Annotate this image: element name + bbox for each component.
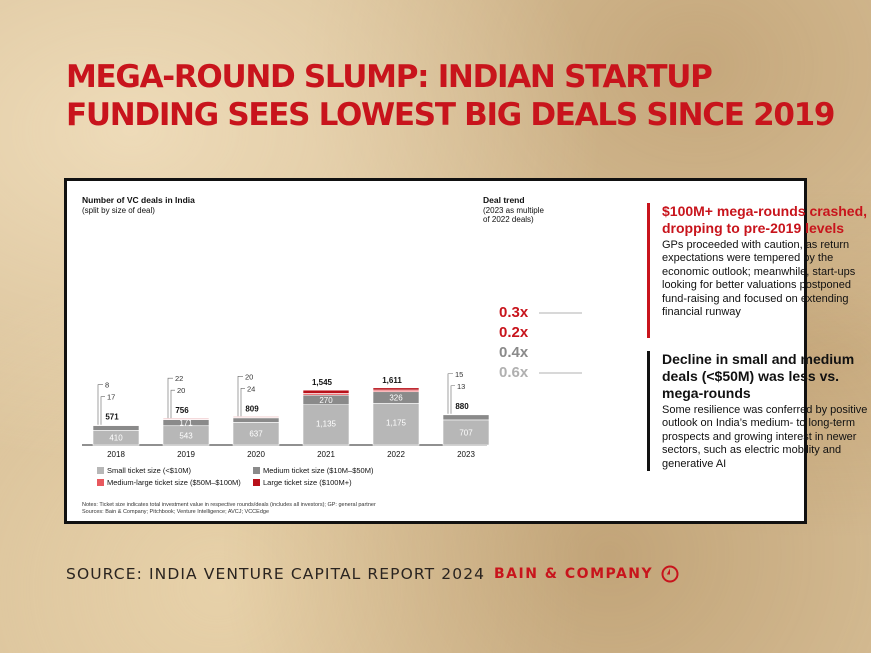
leader-line-2019-a bbox=[167, 377, 173, 419]
title-line-1: MEGA-ROUND SLUMP: INDIAN STARTUP bbox=[66, 59, 713, 95]
page-title: MEGA-ROUND SLUMP: INDIAN STARTUP FUNDING… bbox=[66, 58, 835, 134]
leader-label-6: 15 bbox=[455, 370, 463, 379]
brand-name: BAIN & COMPANY bbox=[494, 566, 654, 582]
small-medium-heading: Decline in small and medium deals (<$50M… bbox=[662, 351, 855, 401]
bar-label-2021-seg-0: 1,135 bbox=[316, 420, 337, 429]
bar-label-2020-seg-0: 637 bbox=[249, 430, 263, 439]
x-tick-2020: 2020 bbox=[247, 450, 265, 459]
leader-line-2018-a bbox=[97, 384, 103, 425]
deal-trend-multiple-0: 0.3x bbox=[499, 304, 529, 321]
deal-trend-multiple-3: 0.6x bbox=[499, 364, 529, 381]
chart-title: Number of VC deals in India bbox=[82, 195, 195, 205]
total-label-2022: 1,611 bbox=[382, 376, 402, 385]
x-tick-2018: 2018 bbox=[107, 450, 125, 459]
leader-label-5: 24 bbox=[247, 384, 255, 393]
total-label-2023: 880 bbox=[455, 402, 469, 411]
mega-rounds-heading: $100M+ mega-rounds crashed, dropping to … bbox=[662, 203, 868, 236]
leader-label-3: 20 bbox=[177, 386, 185, 395]
leader-line-2020-b bbox=[240, 387, 245, 417]
legend-label-0: Small ticket size (<$10M) bbox=[107, 466, 191, 475]
leader-label-2: 22 bbox=[175, 374, 183, 383]
leader-label-0: 8 bbox=[105, 381, 109, 390]
small-medium-callout: Decline in small and medium deals (<$50M… bbox=[647, 351, 871, 471]
deal-trend-multiple-2: 0.4x bbox=[499, 344, 529, 361]
total-label-2019: 756 bbox=[175, 406, 189, 415]
vc-deals-chart: Number of VC deals in India(split by siz… bbox=[82, 195, 582, 515]
total-label-2021: 1,545 bbox=[312, 378, 333, 387]
legend-swatch-3 bbox=[253, 479, 260, 486]
x-tick-2019: 2019 bbox=[177, 450, 195, 459]
leader-line-2019-b bbox=[170, 389, 175, 419]
bar-label-2021-seg-1: 270 bbox=[319, 396, 333, 405]
bar-label-2023-seg-0: 707 bbox=[459, 428, 473, 437]
legend-swatch-1 bbox=[253, 467, 260, 474]
leader-line-2018-b bbox=[100, 396, 105, 425]
bar-label-2019-seg-1: 171 bbox=[179, 419, 193, 428]
x-tick-2022: 2022 bbox=[387, 450, 405, 459]
chart-subtitle: (split by size of deal) bbox=[82, 206, 155, 215]
chart-panel: Number of VC deals in India (split by siz… bbox=[64, 178, 867, 524]
total-label-2020: 809 bbox=[245, 404, 259, 413]
legend-swatch-0 bbox=[97, 467, 104, 474]
bar-2018-seg-1 bbox=[92, 425, 140, 431]
deal-trend-sub-1: (2023 as multiple bbox=[483, 206, 544, 215]
leader-label-1: 17 bbox=[107, 393, 115, 402]
chart-sources: Sources: Bain & Company; Pitchbook; Vent… bbox=[82, 509, 269, 515]
mega-rounds-body: GPs proceeded with caution, as return ex… bbox=[662, 239, 856, 319]
x-tick-2021: 2021 bbox=[317, 450, 335, 459]
brand-circle-icon bbox=[661, 565, 679, 583]
leader-label-4: 20 bbox=[245, 372, 253, 381]
legend-swatch-2 bbox=[97, 479, 104, 486]
bar-label-2022-seg-1: 326 bbox=[389, 394, 403, 403]
bar-2020-seg-1 bbox=[232, 417, 280, 423]
mega-rounds-callout: $100M+ mega-rounds crashed, dropping to … bbox=[647, 203, 871, 338]
deal-trend-sub-2: of 2022 deals) bbox=[483, 215, 534, 224]
bar-2023-seg-3 bbox=[442, 413, 490, 415]
leader-line-2023-a bbox=[447, 373, 453, 414]
bar-2023-seg-1 bbox=[442, 414, 490, 421]
legend-label-3: Large ticket size ($100M+) bbox=[263, 478, 352, 487]
leader-line-2023-b bbox=[450, 385, 455, 414]
leader-label-7: 13 bbox=[457, 382, 465, 391]
bar-label-2018-seg-0: 410 bbox=[109, 434, 123, 443]
legend-label-1: Medium ticket size ($10M–$50M) bbox=[263, 466, 374, 475]
source-caption: SOURCE: INDIA VENTURE CAPITAL REPORT 202… bbox=[66, 565, 486, 583]
title-line-2: FUNDING SEES LOWEST BIG DEALS SINCE 2019 bbox=[66, 97, 835, 133]
legend-label-2: Medium-large ticket size ($50M–$100M) bbox=[107, 478, 241, 487]
bar-2022-seg-0 bbox=[372, 402, 420, 446]
bar-label-2019-seg-0: 543 bbox=[179, 431, 193, 440]
x-tick-2023: 2023 bbox=[457, 450, 475, 459]
bar-2020-seg-3 bbox=[232, 415, 280, 418]
deal-trend-title: Deal trend bbox=[483, 195, 525, 205]
bar-2021-seg-3 bbox=[302, 389, 350, 394]
bar-2021-seg-0 bbox=[302, 404, 350, 446]
bar-2022-seg-3 bbox=[372, 387, 420, 391]
total-label-2018: 571 bbox=[105, 413, 119, 422]
bar-label-2022-seg-0: 1,175 bbox=[386, 418, 407, 427]
deal-trend-multiple-1: 0.2x bbox=[499, 324, 529, 341]
chart-notes: Notes: Ticket size indicates total inves… bbox=[82, 502, 376, 508]
brand-logo: BAIN & COMPANY bbox=[494, 565, 679, 583]
leader-line-2020-a bbox=[237, 375, 243, 417]
bar-2019-seg-3 bbox=[162, 417, 210, 420]
bar-2023-seg-0 bbox=[442, 419, 490, 446]
small-medium-body: Some resilience was conferred by positiv… bbox=[662, 404, 868, 470]
